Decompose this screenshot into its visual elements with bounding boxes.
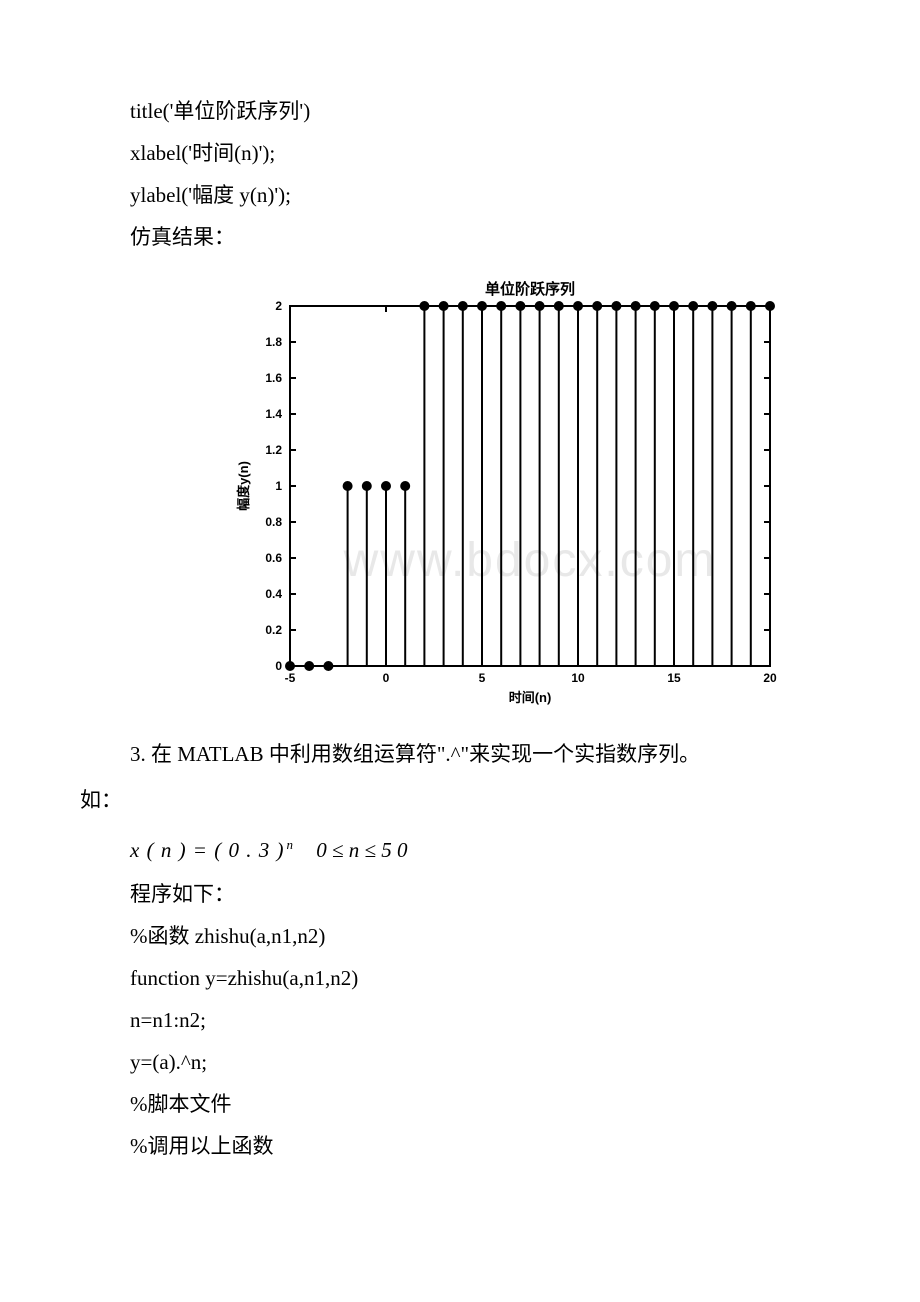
svg-text:0.2: 0.2 <box>265 623 282 637</box>
paragraph: 如： <box>80 781 840 821</box>
svg-text:10: 10 <box>571 671 585 685</box>
code-line: %调用以上函数 <box>130 1125 840 1167</box>
code-line: %脚本文件 <box>130 1083 840 1125</box>
svg-text:0.8: 0.8 <box>265 515 282 529</box>
svg-text:5: 5 <box>479 671 486 685</box>
chart-svg: www.bdocx.com 单位阶跃序列 0 0.2 0.4 0.6 0.8 1 1.2 1.4 1… <box>220 276 780 716</box>
svg-text:0: 0 <box>275 659 282 673</box>
code-line: ylabel('幅度 y(n)'); <box>130 174 840 216</box>
svg-text:幅度y(n): 幅度y(n) <box>236 461 251 511</box>
code-line: title('单位阶跃序列') <box>130 90 840 132</box>
svg-text:1.2: 1.2 <box>265 443 282 457</box>
formula-range: 0 ≤ n ≤ 5 0 <box>316 838 407 862</box>
code-line: y=(a).^n; <box>130 1041 840 1083</box>
svg-text:1.4: 1.4 <box>265 407 282 421</box>
code-line: function y=zhishu(a,n1,n2) <box>130 957 840 999</box>
formula-lhs: x ( n ) = ( 0 . 3 ) <box>130 838 284 862</box>
code-block-before: title('单位阶跃序列') xlabel('时间(n)'); ylabel(… <box>80 90 840 258</box>
svg-text:www.bdocx.com: www.bdocx.com <box>343 534 717 587</box>
svg-text:2: 2 <box>275 299 282 313</box>
svg-text:单位阶跃序列: 单位阶跃序列 <box>485 280 575 298</box>
svg-text:0.4: 0.4 <box>265 587 282 601</box>
svg-text:-5: -5 <box>285 671 296 685</box>
paragraph-text: 如： <box>80 788 122 812</box>
paragraph-text: 3. 在 MATLAB 中利用数组运算符".^"来实现一个实指数序列。 <box>130 742 700 766</box>
formula: x ( n ) = ( 0 . 3 )n 0 ≤ n ≤ 5 0 <box>130 837 840 863</box>
code-line: 程序如下： <box>130 873 840 915</box>
svg-text:0: 0 <box>383 671 390 685</box>
code-line: xlabel('时间(n)'); <box>130 132 840 174</box>
code-line: n=n1:n2; <box>130 999 840 1041</box>
svg-text:1: 1 <box>275 479 282 493</box>
svg-text:0.6: 0.6 <box>265 551 282 565</box>
code-line: %函数 zhishu(a,n1,n2) <box>130 915 840 957</box>
code-block-after: 程序如下： %函数 zhishu(a,n1,n2) function y=zhi… <box>80 873 840 1167</box>
code-line: 仿真结果： <box>130 216 840 258</box>
svg-text:15: 15 <box>667 671 681 685</box>
svg-text:1.6: 1.6 <box>265 371 282 385</box>
paragraph: 3. 在 MATLAB 中利用数组运算符".^"来实现一个实指数序列。 <box>130 735 840 775</box>
svg-text:时间(n): 时间(n) <box>509 690 552 705</box>
formula-exp: n <box>286 837 294 852</box>
svg-text:20: 20 <box>763 671 777 685</box>
stem-chart: www.bdocx.com 单位阶跃序列 0 0.2 0.4 0.6 0.8 1 1.2 1.4 1… <box>220 276 840 721</box>
svg-text:1.8: 1.8 <box>265 335 282 349</box>
